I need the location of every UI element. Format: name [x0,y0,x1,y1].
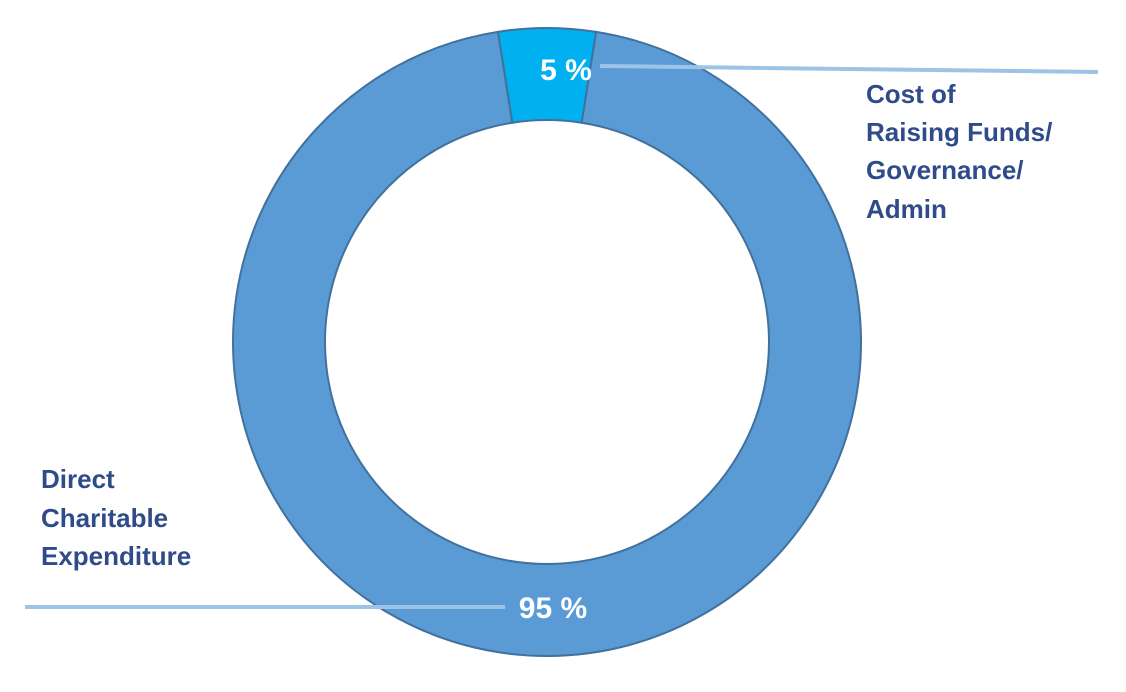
category-label-line: Governance/ [866,155,1024,185]
leader-line-cost-of-raising-funds [599,64,1099,74]
data-label-cost-of-raising-funds: 5 % [540,54,592,87]
slice-direct-charitable [232,30,862,657]
category-label-line: Direct [41,464,115,494]
category-label-line: Expenditure [41,541,191,571]
category-label-line: Charitable [41,503,168,533]
category-label-line: Admin [866,194,947,224]
donut-slices [232,27,862,657]
category-label-cost-of-raising-funds: Cost of Raising Funds/ Governance/ Admin [866,79,1060,224]
category-label-line: Raising Funds/ [866,117,1052,147]
category-label-line: Cost of [866,79,956,109]
category-label-direct-charitable: Direct Charitable Expenditure [41,464,191,571]
data-label-direct-charitable: 95 % [519,592,587,625]
